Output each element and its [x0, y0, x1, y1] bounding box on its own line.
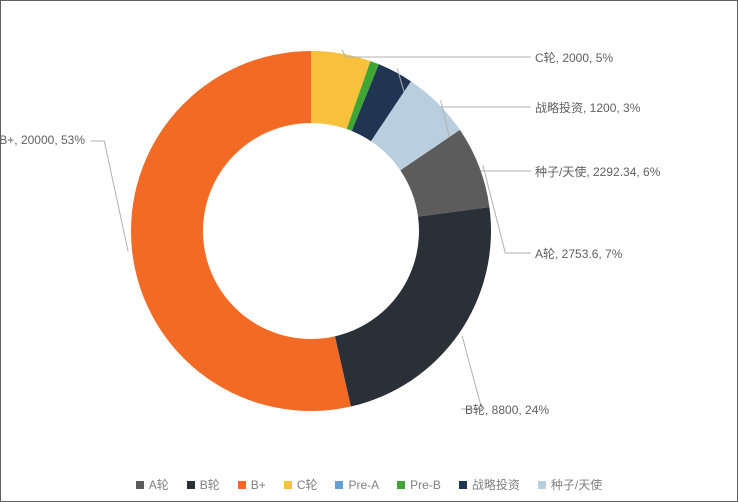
legend-item-B+: B+: [238, 478, 266, 492]
legend-label: B轮: [200, 476, 220, 493]
legend-label: C轮: [297, 476, 318, 493]
legend-swatch-A轮: [136, 481, 144, 489]
chart-container: C轮, 2000, 5%战略投资, 1200, 3%种子/天使, 2292.34…: [0, 0, 738, 502]
donut-slice-B轮: [335, 207, 491, 406]
legend-swatch-战略投资: [459, 481, 467, 489]
legend-item-B轮: B轮: [187, 476, 220, 493]
legend-swatch-种子/天使: [538, 481, 546, 489]
legend-swatch-B轮: [187, 481, 195, 489]
legend-item-C轮: C轮: [284, 476, 318, 493]
legend-item-A轮: A轮: [136, 476, 169, 493]
legend-item-Pre-A: Pre-A: [335, 478, 379, 492]
legend-label: A轮: [149, 476, 169, 493]
legend-label: Pre-A: [348, 478, 379, 492]
chart-area: C轮, 2000, 5%战略投资, 1200, 3%种子/天使, 2292.34…: [1, 1, 737, 461]
leader-line-C轮: [342, 50, 531, 57]
legend-item-战略投资: 战略投资: [459, 476, 520, 493]
legend-label: 种子/天使: [551, 476, 602, 493]
leader-line-B轮: [461, 336, 482, 409]
legend-swatch-C轮: [284, 481, 292, 489]
legend-swatch-Pre-A: [335, 481, 343, 489]
legend-item-Pre-B: Pre-B: [397, 478, 441, 492]
legend-item-种子/天使: 种子/天使: [538, 476, 602, 493]
leader-line-B+: [91, 141, 128, 251]
legend: A轮 B轮 B+ C轮 Pre-A Pre-B 战略投资 种子/天使: [1, 476, 737, 493]
legend-label: 战略投资: [472, 476, 520, 493]
legend-swatch-Pre-B: [397, 481, 405, 489]
donut-chart: [1, 1, 738, 461]
legend-swatch-B+: [238, 481, 246, 489]
legend-label: B+: [251, 478, 266, 492]
legend-label: Pre-B: [410, 478, 441, 492]
